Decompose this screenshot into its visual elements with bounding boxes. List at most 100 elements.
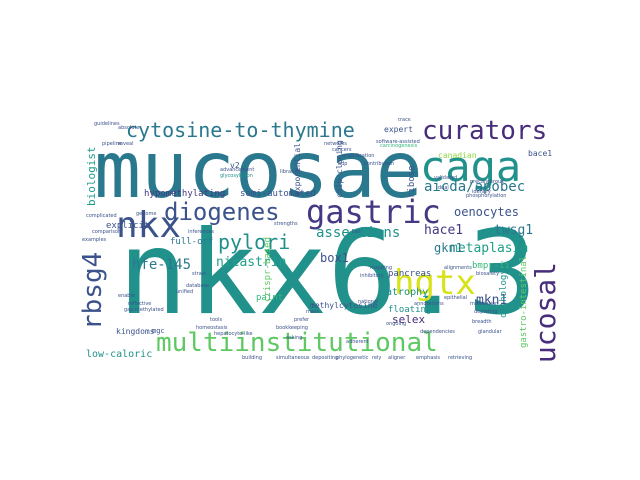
word-bmpr-ii: bmpr-ii xyxy=(472,261,510,271)
word-hace1: hace1 xyxy=(424,223,464,238)
word-pylori: pylori xyxy=(218,230,291,254)
word-semi-automated: semi-automated xyxy=(240,189,316,199)
word-selex: selex xyxy=(392,313,426,326)
word-contribution: contribution xyxy=(364,161,395,167)
word-database: database xyxy=(186,283,210,289)
word-inferences: inferences xyxy=(188,229,215,235)
word-hepatocyte-like: hepatocyte-like xyxy=(214,331,253,337)
word-expert: expert xyxy=(384,125,413,134)
word-biologist: biologist xyxy=(85,146,98,206)
word-nicastrin: nicastrin xyxy=(216,255,287,270)
word-full-orf: full-orf xyxy=(170,237,214,247)
word-strengths: strengths xyxy=(274,221,298,227)
word-caga: caga xyxy=(420,142,522,191)
word-asking: asking xyxy=(286,335,303,341)
word-aicda-apobec: aicda/apobec xyxy=(424,179,526,195)
word-gastric: gastric xyxy=(306,193,441,231)
word-metaplasia: metaplasia xyxy=(450,241,529,256)
word-precancerous: precancerous xyxy=(470,179,504,185)
word-retrieving: retrieving xyxy=(448,355,473,361)
word-depleting: depleting xyxy=(474,309,498,315)
word-rbsg4: rbsg4 xyxy=(80,251,108,330)
word-ongoing: ongoing xyxy=(386,321,407,327)
word-hfe-145: hfe-145 xyxy=(132,257,192,273)
word-aligner: aligner xyxy=(388,355,406,361)
word-enable: enable xyxy=(118,293,135,299)
word-biosafety: biosafety xyxy=(476,271,500,277)
word-prefer: prefer xyxy=(294,317,310,323)
word-dependencies: dependencies xyxy=(420,329,455,335)
word-cloud: nkx6.3 mucosae caga curators cytosine-to… xyxy=(80,118,560,362)
word-reveal: reveal xyxy=(118,141,134,147)
word-cell: cell xyxy=(352,229,361,235)
word-mapping: mapping xyxy=(370,265,393,271)
word-mucosae: mucosae xyxy=(94,126,423,216)
word-canadian: canadian xyxy=(438,151,477,160)
word-explicit: explicit xyxy=(106,221,150,231)
word-mucosal: mucosal xyxy=(529,261,560,362)
word-libraries: libraries xyxy=(280,169,301,175)
word-adherent: adherent xyxy=(346,339,369,345)
word-identify: identify xyxy=(472,189,491,195)
word-complicated: complicated xyxy=(86,213,117,219)
word-modulation: modulation xyxy=(470,301,499,307)
word-amplification: amplification xyxy=(342,153,375,159)
word-emphasis: emphasis xyxy=(416,355,440,361)
word-epithelial: epithelial xyxy=(444,295,468,301)
word-national: national xyxy=(358,299,379,305)
word-reflective: reflective xyxy=(128,301,152,307)
word-pipeline: pipeline xyxy=(102,141,122,147)
word-guidelines: guidelines xyxy=(94,121,120,127)
word-v2: v2 xyxy=(230,161,240,170)
word-oenocytes: oenocytes xyxy=(454,205,520,219)
word-hypomethylating: hypomethylating xyxy=(144,189,226,199)
word-glycosylation: glycosylation xyxy=(220,173,253,179)
word-phylogenetic: phylogenetic xyxy=(336,355,369,361)
word-orthology: orthology xyxy=(499,269,509,318)
word-mgc: mgc xyxy=(152,327,165,335)
word-paint: paint xyxy=(256,293,284,303)
word-rely: rely xyxy=(372,355,382,361)
word-hgtx: hgtx xyxy=(394,263,476,303)
word-depositing: depositing xyxy=(312,355,339,361)
word-dual: dual xyxy=(438,185,449,191)
word-breadth: breadth xyxy=(472,319,492,325)
word-diogenes: diogenes xyxy=(164,198,280,226)
word-carcinogenesis: carcinogenesis xyxy=(380,143,418,149)
word-nkx: nkx xyxy=(116,205,182,246)
word-gastro-intestinal: gastro-intestinal xyxy=(519,255,529,348)
word-track: track xyxy=(398,118,411,123)
word-cytosine-to-thymine: cytosine-to-thymine xyxy=(126,118,355,142)
word-software-assisted: software-assisted xyxy=(376,139,420,145)
word-floating: floating xyxy=(388,305,432,315)
word-advancement: advancement xyxy=(220,167,255,173)
word-methylcytosine: methylcytosine xyxy=(310,301,378,310)
word-genome: genome xyxy=(136,211,157,217)
word-unified: unified xyxy=(176,289,194,295)
word-homeostasis: homeostasis xyxy=(196,325,228,331)
word-comparison: comparison xyxy=(92,229,122,235)
word-examples: examples xyxy=(82,237,107,243)
word-twsg1: twsg1 xyxy=(494,223,534,238)
word-phosphorylation: phosphorylation xyxy=(466,193,507,199)
word-absolute: absolute xyxy=(118,125,140,131)
word-mkn1: mkn1 xyxy=(476,293,508,308)
word-alignments: alignments xyxy=(444,265,472,271)
word-building: building xyxy=(242,355,263,361)
word-pancreas: pancreas xyxy=(388,269,432,279)
word-annotations: annotations xyxy=(414,301,444,307)
word-inhibitory: inhibitory xyxy=(360,273,384,279)
word-box1: box1 xyxy=(320,251,349,265)
word-validated: validated xyxy=(434,175,458,181)
word-gap-methylated: gap methylated xyxy=(124,307,164,313)
word-multiinstitutional: multiinstitutional xyxy=(156,328,438,358)
word-low-caloric: low-caloric xyxy=(86,349,153,360)
word-curators: curators xyxy=(422,118,548,146)
word-tools: tools xyxy=(210,317,223,323)
word-bookkeeping: bookkeeping xyxy=(276,325,308,331)
word-assertions: assertions xyxy=(316,225,401,241)
word-simultaneous: simultaneous xyxy=(276,355,310,361)
word-glandular: glandular xyxy=(478,329,502,335)
word-ribose: ribose xyxy=(407,165,417,198)
